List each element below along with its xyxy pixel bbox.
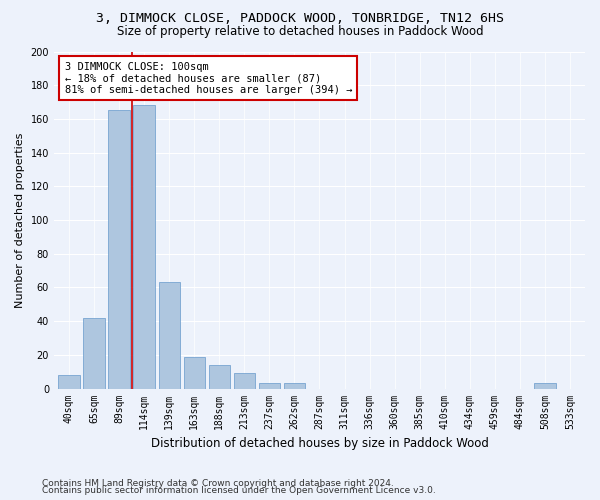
Y-axis label: Number of detached properties: Number of detached properties — [15, 132, 25, 308]
Bar — [184, 356, 205, 388]
Bar — [109, 110, 130, 388]
Text: 3 DIMMOCK CLOSE: 100sqm
← 18% of detached houses are smaller (87)
81% of semi-de: 3 DIMMOCK CLOSE: 100sqm ← 18% of detache… — [65, 62, 352, 95]
Bar — [158, 282, 180, 389]
Text: 3, DIMMOCK CLOSE, PADDOCK WOOD, TONBRIDGE, TN12 6HS: 3, DIMMOCK CLOSE, PADDOCK WOOD, TONBRIDG… — [96, 12, 504, 26]
X-axis label: Distribution of detached houses by size in Paddock Wood: Distribution of detached houses by size … — [151, 437, 488, 450]
Bar — [58, 375, 80, 388]
Bar — [284, 384, 305, 388]
Text: Contains public sector information licensed under the Open Government Licence v3: Contains public sector information licen… — [42, 486, 436, 495]
Bar — [209, 365, 230, 388]
Bar — [259, 384, 280, 388]
Text: Contains HM Land Registry data © Crown copyright and database right 2024.: Contains HM Land Registry data © Crown c… — [42, 478, 394, 488]
Bar — [233, 374, 255, 388]
Text: Size of property relative to detached houses in Paddock Wood: Size of property relative to detached ho… — [116, 25, 484, 38]
Bar — [534, 384, 556, 388]
Bar — [133, 106, 155, 389]
Bar — [83, 318, 104, 388]
